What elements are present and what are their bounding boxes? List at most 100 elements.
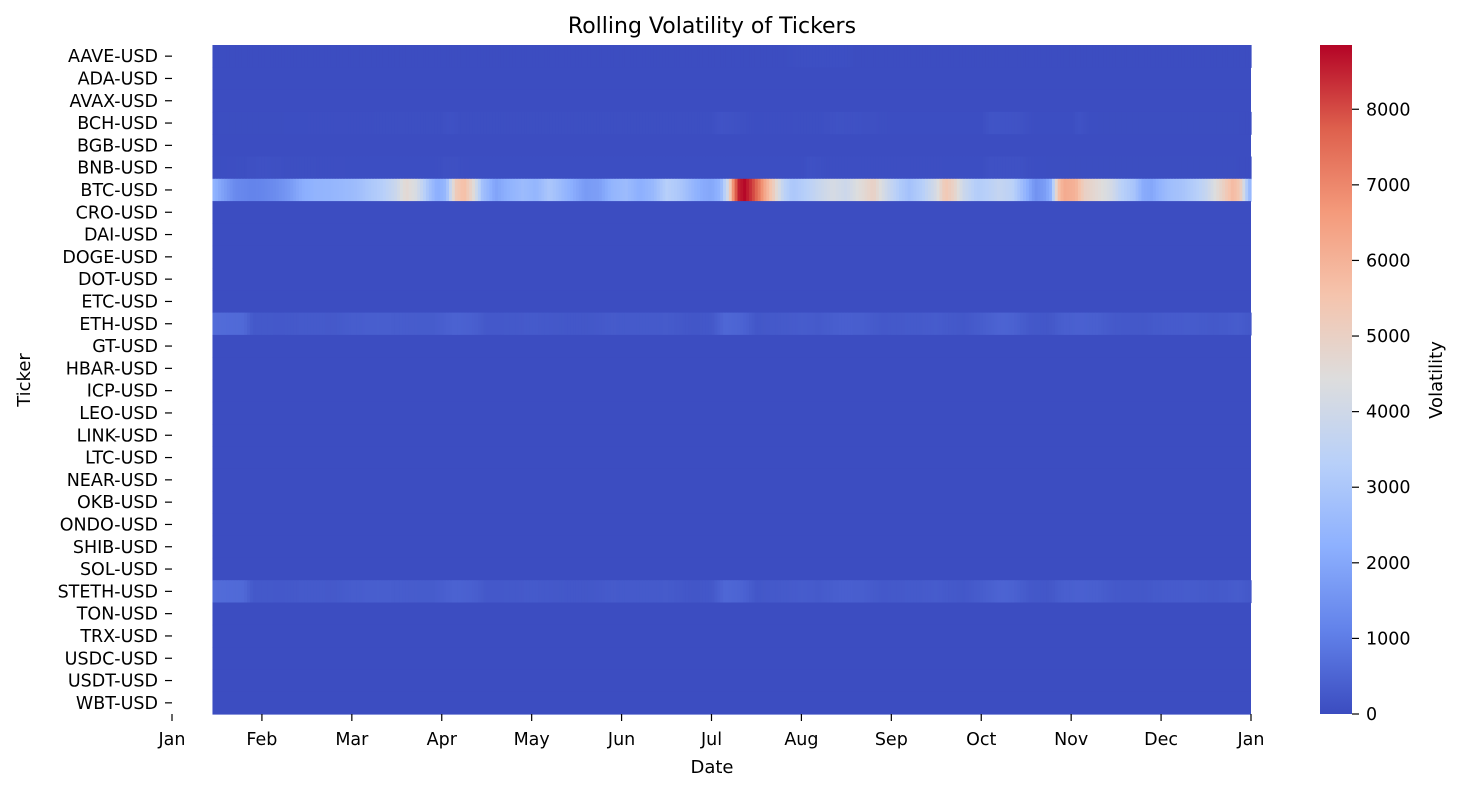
heatmap-cell (982, 45, 987, 68)
heatmap-cell (734, 156, 739, 180)
heatmap-cell (218, 178, 222, 202)
heatmap-cell (1245, 45, 1249, 68)
heatmap-cell (668, 312, 672, 336)
heatmap-cell (469, 156, 473, 180)
heatmap-cell (798, 156, 802, 180)
heatmap-cell (1236, 178, 1241, 202)
heatmap-cell (1092, 156, 1096, 180)
heatmap-cell (803, 580, 808, 604)
heatmap-cell (959, 45, 964, 68)
heatmap-cell (679, 178, 684, 202)
heatmap-cell (558, 178, 563, 202)
heatmap-cell (229, 178, 234, 202)
heatmap-cell (1046, 312, 1050, 336)
heatmap-cell (541, 312, 545, 336)
heatmap-cell (1017, 156, 1021, 180)
heatmap-cell (397, 312, 401, 336)
heatmap-cell (1057, 45, 1062, 68)
heatmap-cell (985, 111, 990, 135)
heatmap-row-etc-usd (212, 290, 1251, 314)
heatmap-cell (1040, 312, 1044, 336)
heatmap-cell (648, 580, 652, 604)
heatmap-cell (919, 580, 923, 604)
heatmap-cell (907, 156, 912, 180)
heatmap-cell (1037, 45, 1042, 68)
heatmap-cell (1115, 111, 1119, 135)
heatmap-cell (844, 178, 848, 202)
heatmap-cell (826, 580, 831, 604)
heatmap-cell (953, 312, 958, 336)
heatmap-cell (538, 45, 542, 68)
heatmap-cell (590, 45, 594, 68)
heatmap-cell (1242, 156, 1246, 180)
heatmap-cell (463, 580, 467, 604)
heatmap-cell (867, 111, 871, 135)
heatmap-cell (624, 580, 629, 604)
heatmap-cell (1083, 156, 1088, 180)
heatmap-cell (477, 156, 482, 180)
heatmap-cell (564, 178, 568, 202)
heatmap-cell (991, 580, 995, 604)
heatmap-cell (1098, 156, 1102, 180)
heatmap-cell (1164, 156, 1168, 180)
heatmap-cell (1008, 580, 1013, 604)
heatmap-cell (867, 156, 871, 180)
heatmap-cell (714, 312, 718, 336)
heatmap-cell (350, 178, 355, 202)
heatmap-cell (1233, 580, 1238, 604)
heatmap-cell (1147, 111, 1151, 135)
heatmap-cell (1144, 45, 1148, 68)
heatmap-cell (792, 580, 796, 604)
heatmap-cell (290, 178, 294, 202)
heatmap-cell (775, 156, 779, 180)
heatmap-cell (483, 312, 488, 336)
heatmap-cell (936, 156, 941, 180)
heatmap-cell (927, 580, 932, 604)
heatmap-cell (394, 156, 398, 180)
heatmap-cell (852, 45, 857, 68)
heatmap-cell (301, 178, 306, 202)
heatmap-cell (901, 312, 906, 336)
heatmap-cell (460, 156, 465, 180)
heatmap-cell (1230, 312, 1235, 336)
heatmap-cell (371, 580, 375, 604)
heatmap-cell (1109, 178, 1114, 202)
heatmap-cell (818, 45, 822, 68)
heatmap-cell (962, 312, 967, 336)
heatmap-cell (552, 312, 557, 336)
heatmap-cell (241, 156, 245, 180)
heatmap-cell (953, 45, 958, 68)
heatmap-cell (460, 178, 465, 202)
heatmap-cell (365, 312, 369, 336)
heatmap-cell (1242, 178, 1246, 202)
heatmap-cell (780, 312, 785, 336)
heatmap-cell (290, 45, 294, 68)
heatmap-cell (896, 580, 900, 604)
heatmap-cell (336, 45, 340, 68)
heatmap-cell (1187, 312, 1192, 336)
x-tick-label: Mar (335, 730, 369, 750)
heatmap-cell (299, 111, 303, 135)
heatmap-cell (630, 178, 635, 202)
heatmap-cell (454, 111, 459, 135)
heatmap-cell (385, 312, 390, 336)
heatmap-cell (1204, 45, 1209, 68)
heatmap-cell (754, 45, 759, 68)
heatmap-cell (1037, 312, 1042, 336)
heatmap-cell (466, 312, 470, 336)
x-tick-label: Dec (1144, 730, 1178, 750)
heatmap-cell (749, 156, 753, 180)
heatmap-cell (247, 111, 251, 135)
heatmap-cell (397, 156, 401, 180)
heatmap-cell (844, 312, 848, 336)
heatmap-cell (368, 312, 372, 336)
heatmap-cell (255, 111, 260, 135)
heatmap-cell (526, 111, 531, 135)
heatmap-cell (226, 580, 231, 604)
heatmap-cell (391, 178, 395, 202)
heatmap-cell (847, 111, 851, 135)
heatmap-cell (616, 45, 620, 68)
heatmap-cell (1230, 45, 1235, 68)
heatmap-cell (238, 156, 242, 180)
heatmap-cell (737, 45, 741, 68)
